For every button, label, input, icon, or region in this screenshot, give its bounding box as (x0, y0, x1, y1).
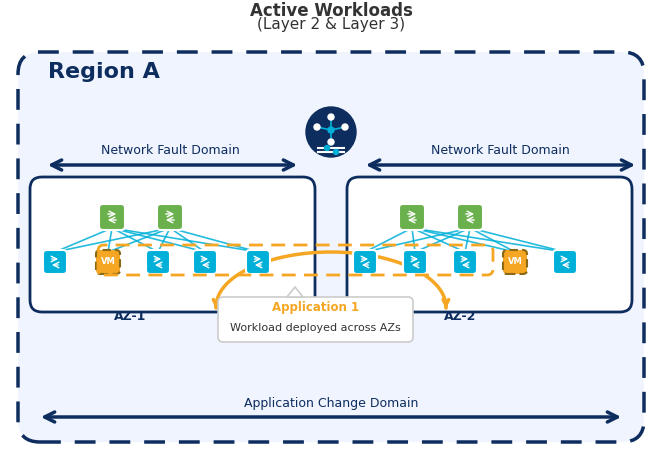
FancyBboxPatch shape (99, 204, 125, 230)
FancyBboxPatch shape (353, 250, 377, 274)
FancyBboxPatch shape (399, 204, 425, 230)
Circle shape (328, 114, 334, 120)
FancyBboxPatch shape (246, 250, 270, 274)
FancyBboxPatch shape (146, 250, 170, 274)
Text: VM: VM (508, 258, 522, 267)
FancyBboxPatch shape (347, 177, 632, 312)
Circle shape (342, 124, 348, 130)
FancyBboxPatch shape (43, 250, 67, 274)
Text: Network Fault Domain: Network Fault Domain (101, 144, 240, 157)
FancyBboxPatch shape (18, 52, 644, 442)
Text: Network Fault Domain: Network Fault Domain (430, 144, 569, 157)
Circle shape (328, 139, 334, 145)
Text: Application Change Domain: Application Change Domain (244, 397, 418, 410)
Text: Workload deployed across AZs: Workload deployed across AZs (230, 323, 401, 333)
Text: AZ-2: AZ-2 (444, 310, 476, 323)
Polygon shape (287, 287, 303, 297)
Text: VM: VM (101, 258, 115, 267)
Circle shape (328, 127, 334, 133)
Text: (Layer 2 & Layer 3): (Layer 2 & Layer 3) (257, 17, 405, 32)
FancyBboxPatch shape (218, 297, 413, 342)
Circle shape (306, 107, 356, 157)
FancyBboxPatch shape (403, 250, 427, 274)
FancyBboxPatch shape (193, 250, 217, 274)
Text: AZ-1: AZ-1 (114, 310, 146, 323)
FancyBboxPatch shape (157, 204, 183, 230)
FancyBboxPatch shape (457, 204, 483, 230)
Text: Active Workloads: Active Workloads (250, 2, 412, 20)
FancyBboxPatch shape (503, 250, 527, 274)
Circle shape (334, 150, 338, 154)
FancyBboxPatch shape (30, 177, 315, 312)
FancyBboxPatch shape (96, 250, 120, 274)
Circle shape (314, 124, 320, 130)
FancyBboxPatch shape (553, 250, 577, 274)
Text: Region A: Region A (48, 62, 160, 82)
Circle shape (324, 145, 330, 151)
FancyBboxPatch shape (453, 250, 477, 274)
Text: Application 1: Application 1 (272, 301, 359, 313)
